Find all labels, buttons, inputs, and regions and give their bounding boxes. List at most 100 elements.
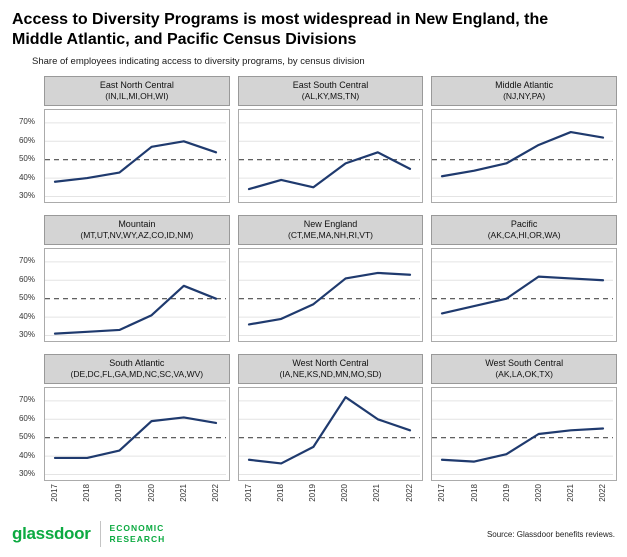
page-title: Access to Diversity Programs is most wid… <box>12 11 549 48</box>
chart-panel-east-south-central: East South Central (AL,KY,MS,TN) <box>237 76 424 204</box>
data-line <box>441 275 605 315</box>
line-chart <box>238 396 420 476</box>
panel-states: (CT,ME,MA,NH,RI,VT) <box>287 230 373 241</box>
y-tick-label: 30% <box>18 469 35 478</box>
panel-header: East South Central (AL,KY,MS,TN) <box>237 76 424 107</box>
panel-states: (IA,NE,KS,ND,MN,MO,SD) <box>279 369 382 380</box>
chart-panel-west-north-central: West North Central (IA,NE,KS,ND,MN,MO,SD)… <box>237 354 424 509</box>
chart-panel-pacific: Pacific (AK,CA,HI,OR,WA) <box>431 215 617 343</box>
y-axis-labels: 30% 40% 50% 60% 70% <box>10 215 36 342</box>
x-tick-label: 2022 <box>211 484 220 502</box>
panel-states: (NJ,NY,PA) <box>503 91 546 102</box>
plot-area <box>44 248 230 343</box>
x-tick-label: 2020 <box>146 484 156 502</box>
y-tick-label: 70% <box>18 117 35 127</box>
y-tick-label: 40% <box>18 450 35 460</box>
y-tick-label: 30% <box>18 330 35 339</box>
x-tick-label: 2019 <box>501 484 511 502</box>
panel-title: West North Central <box>292 358 369 369</box>
line-chart <box>45 400 226 476</box>
research-label: RESEARCH <box>109 534 166 544</box>
line-chart <box>432 122 614 198</box>
chart-panel-south-atlantic: South Atlantic (DE,DC,FL,GA,MD,NC,SC,VA,W… <box>44 354 230 509</box>
panel-title: West South Central <box>485 358 564 369</box>
economic-research-label: ECONOMIC RESEARCH <box>110 523 166 546</box>
panel-title: South Atlantic <box>109 358 165 369</box>
y-tick-label: 40% <box>18 172 35 182</box>
panel-states: (AL,KY,MS,TN) <box>301 91 360 102</box>
report-page: Access to Diversity Programs is most wid… <box>10 11 617 547</box>
chart-panel-west-south-central: West South Central (AK,LA,OK,TX) 2017 2018 2… <box>431 354 617 509</box>
economic-label: ECONOMIC <box>109 522 165 533</box>
x-tick-label: 2018 <box>82 484 92 502</box>
panel-header: East North Central (IN,IL,MI,OH,WI) <box>44 76 230 107</box>
y-tick-label: 50% <box>18 432 35 442</box>
data-line <box>441 427 605 463</box>
panel-title: New England <box>303 219 358 230</box>
data-line <box>441 131 605 178</box>
panel-header: Pacific (AK,CA,HI,OR,WA) <box>431 215 617 246</box>
footer-divider <box>99 521 101 547</box>
panel-states: (AK,LA,OK,TX) <box>495 369 553 380</box>
chart-panel-middle-atlantic: Middle Atlantic (NJ,NY,PA) <box>431 76 617 204</box>
plot-area <box>237 109 424 204</box>
y-tick-label: 70% <box>18 395 35 405</box>
plot-area <box>431 109 617 204</box>
panel-title: East South Central <box>292 80 369 91</box>
plot-area <box>237 248 424 343</box>
x-tick-label: 2019 <box>308 484 318 502</box>
data-line <box>53 284 218 335</box>
panel-header: Middle Atlantic (NJ,NY,PA) <box>431 76 617 107</box>
line-chart <box>432 400 614 476</box>
x-tick-label: 2018 <box>275 484 285 502</box>
y-tick-label: 50% <box>18 293 35 303</box>
panel-header: West North Central (IA,NE,KS,ND,MN,MO,SD) <box>237 354 424 385</box>
panel-states: (IN,IL,MI,OH,WI) <box>105 91 169 102</box>
line-chart <box>45 122 226 198</box>
x-tick-label: 2021 <box>566 484 576 502</box>
panel-header: South Atlantic (DE,DC,FL,GA,MD,NC,SC,VA,W… <box>44 354 230 385</box>
panel-title: East North Central <box>99 80 174 91</box>
panel-header: Mountain (MT,UT,NV,WY,AZ,CO,ID,NM) <box>44 215 230 246</box>
x-tick-label: 2021 <box>178 484 188 502</box>
source-note: Source: Glassdoor benefits reviews. <box>486 529 615 539</box>
data-line <box>53 140 218 183</box>
plot-area <box>44 109 230 204</box>
small-multiples-grid: 30% 40% 50% 60% 70% East North Central (IN,IL,… <box>10 76 617 509</box>
panel-title: Middle Atlantic <box>495 80 554 91</box>
y-tick-label: 60% <box>18 274 35 284</box>
line-chart <box>238 261 420 337</box>
panel-header: West South Central (AK,LA,OK,TX) <box>431 354 617 385</box>
footer-brand-block: glassdoor ECONOMIC RESEARCH <box>12 521 165 547</box>
data-line <box>247 151 411 191</box>
data-line <box>247 271 411 326</box>
y-tick-label: 40% <box>18 311 35 321</box>
chart-panel-new-england: New England (CT,ME,MA,NH,RI,VT) <box>237 215 424 343</box>
x-axis-labels: 2017 2018 2019 2020 2021 2022 <box>44 481 230 509</box>
x-tick-label: 2019 <box>114 484 124 502</box>
y-axis-labels: 30% 40% 50% 60% 70% <box>10 76 36 203</box>
plot-area <box>237 387 424 482</box>
page-subtitle: Share of employees indicating access to … <box>32 56 365 68</box>
y-tick-label: 70% <box>18 256 35 266</box>
panel-states: (MT,UT,NV,WY,AZ,CO,ID,NM) <box>80 230 194 241</box>
chart-panel-mountain: Mountain (MT,UT,NV,WY,AZ,CO,ID,NM) <box>44 215 230 343</box>
data-line <box>247 396 411 465</box>
x-tick-label: 2017 <box>50 484 59 502</box>
line-chart <box>432 261 614 337</box>
line-chart <box>45 261 226 337</box>
x-tick-label: 2020 <box>340 484 350 502</box>
panel-title: Pacific <box>510 219 538 230</box>
plot-area <box>44 387 230 482</box>
panel-header: New England (CT,ME,MA,NH,RI,VT) <box>237 215 424 246</box>
y-tick-label: 60% <box>18 413 35 423</box>
x-tick-label: 2018 <box>469 484 479 502</box>
x-tick-label: 2022 <box>404 484 414 502</box>
data-line <box>53 416 218 460</box>
x-tick-label: 2022 <box>598 484 608 502</box>
x-axis-labels: 2017 2018 2019 2020 2021 2022 <box>238 481 424 509</box>
y-tick-label: 60% <box>18 135 35 145</box>
x-tick-label: 2020 <box>533 484 543 502</box>
x-tick-label: 2017 <box>243 484 253 502</box>
panel-title: Mountain <box>118 219 156 230</box>
